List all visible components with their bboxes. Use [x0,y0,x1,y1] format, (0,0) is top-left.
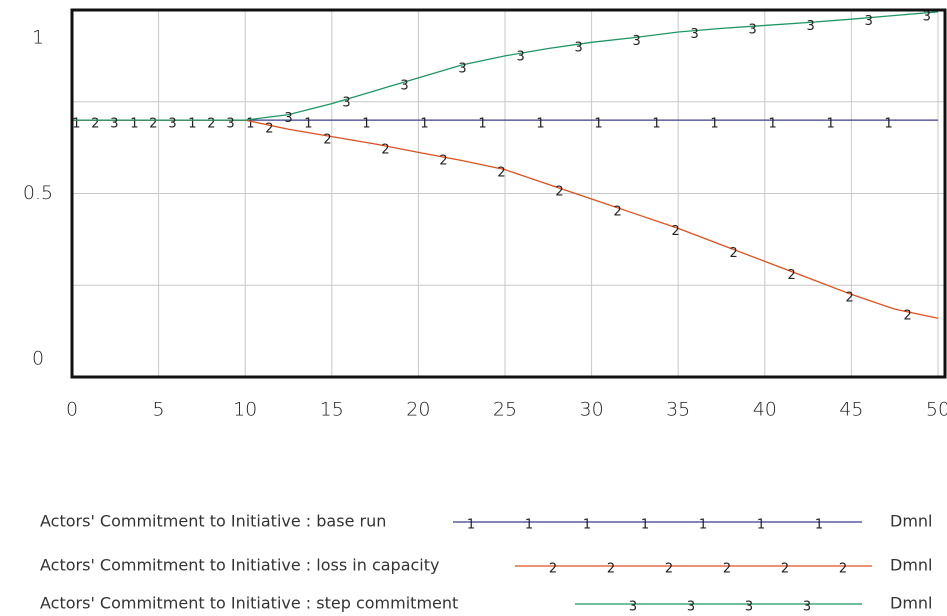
x-tick-label: 20 [406,399,430,421]
legend-marker: 3 [629,600,637,615]
series-marker: 1 [304,117,312,132]
series-marker: 3 [691,27,699,42]
x-tick-label: 30 [580,399,604,421]
series-marker: 3 [516,50,524,65]
legend-marker: 1 [583,518,591,533]
series-marker: 1 [362,117,370,132]
series-marker: 3 [807,19,815,34]
series-marker: 3 [632,34,640,49]
x-tick-label: 5 [153,399,165,421]
series-marker: 2 [671,224,679,239]
series-marker: 3 [749,23,757,38]
series-line [72,11,939,121]
series-marker: 3 [342,96,350,111]
legend-marker: 1 [699,518,707,533]
series-marker: 1 [536,117,544,132]
x-tick-label: 25 [493,399,517,421]
series-marker: 2 [439,154,447,169]
series-marker: 2 [846,290,854,305]
series-marker: 3 [226,117,234,132]
legend-units: Dmnl [890,512,933,531]
series-marker: 1 [246,117,254,132]
series-marker: 1 [826,117,834,132]
legend-marker: 1 [815,518,823,533]
series-marker: 1 [652,117,660,132]
series-marker: 3 [458,61,466,76]
series-marker: 1 [710,117,718,132]
series-marker: 2 [555,185,563,200]
x-tick-label: 10 [233,399,257,421]
series-marker: 1 [420,117,428,132]
series-marker: 3 [574,41,582,56]
plot-border [70,8,947,379]
x-tick-label: 15 [320,399,344,421]
legend-marker: 1 [467,518,475,533]
legend-marker: 3 [745,600,753,615]
legend-marker: 2 [839,562,847,577]
legend-marker: 1 [757,518,765,533]
series-marker: 2 [323,132,331,147]
series-marker: 3 [923,9,931,24]
series-marker: 2 [265,122,273,137]
series-marker: 2 [788,268,796,283]
x-tick-label: 35 [666,399,690,421]
series-marker: 1 [768,117,776,132]
legend-marker: 2 [665,562,673,577]
series-marker: 1 [594,117,602,132]
series-marker: 2 [497,165,505,180]
x-tick-label: 40 [753,399,777,421]
legend-marker: 3 [803,600,811,615]
x-tick-label: 0 [66,399,78,421]
series-line [72,119,939,319]
legend-units: Dmnl [890,556,933,575]
legend-marker: 2 [607,562,615,577]
legend-label: Actors' Commitment to Initiative : step … [40,594,458,613]
legend-marker: 1 [525,518,533,533]
legend-marker: 3 [687,600,695,615]
series-marker: 3 [400,79,408,94]
series-marker: 1 [478,117,486,132]
y-tick-label: 1 [32,27,44,49]
series-marker: 2 [381,142,389,157]
series-marker: 2 [207,117,215,132]
series-marker: 1 [72,117,80,132]
series-marker: 3 [168,117,176,132]
series-marker: 2 [904,308,912,323]
series-marker: 1 [884,117,892,132]
series-marker: 2 [91,117,99,132]
y-tick-label: 0 [32,348,44,370]
series-marker: 3 [865,14,873,29]
series-marker: 3 [110,117,118,132]
series-marker: 1 [130,117,138,132]
series-marker: 2 [149,117,157,132]
legend-label: Actors' Commitment to Initiative : loss … [40,556,439,575]
x-tick-label: 50 [926,399,947,421]
legend-label: Actors' Commitment to Initiative : base … [40,512,386,531]
legend-marker: 2 [723,562,731,577]
legend-marker: 2 [781,562,789,577]
x-tick-label: 45 [839,399,863,421]
series-marker: 1 [188,117,196,132]
series-marker: 2 [729,246,737,261]
series-marker: 3 [284,111,292,126]
legend-units: Dmnl [890,594,933,613]
legend-marker: 2 [549,562,557,577]
legend-marker: 1 [641,518,649,533]
y-tick-label: 0.5 [23,182,53,204]
series-marker: 2 [613,204,621,219]
